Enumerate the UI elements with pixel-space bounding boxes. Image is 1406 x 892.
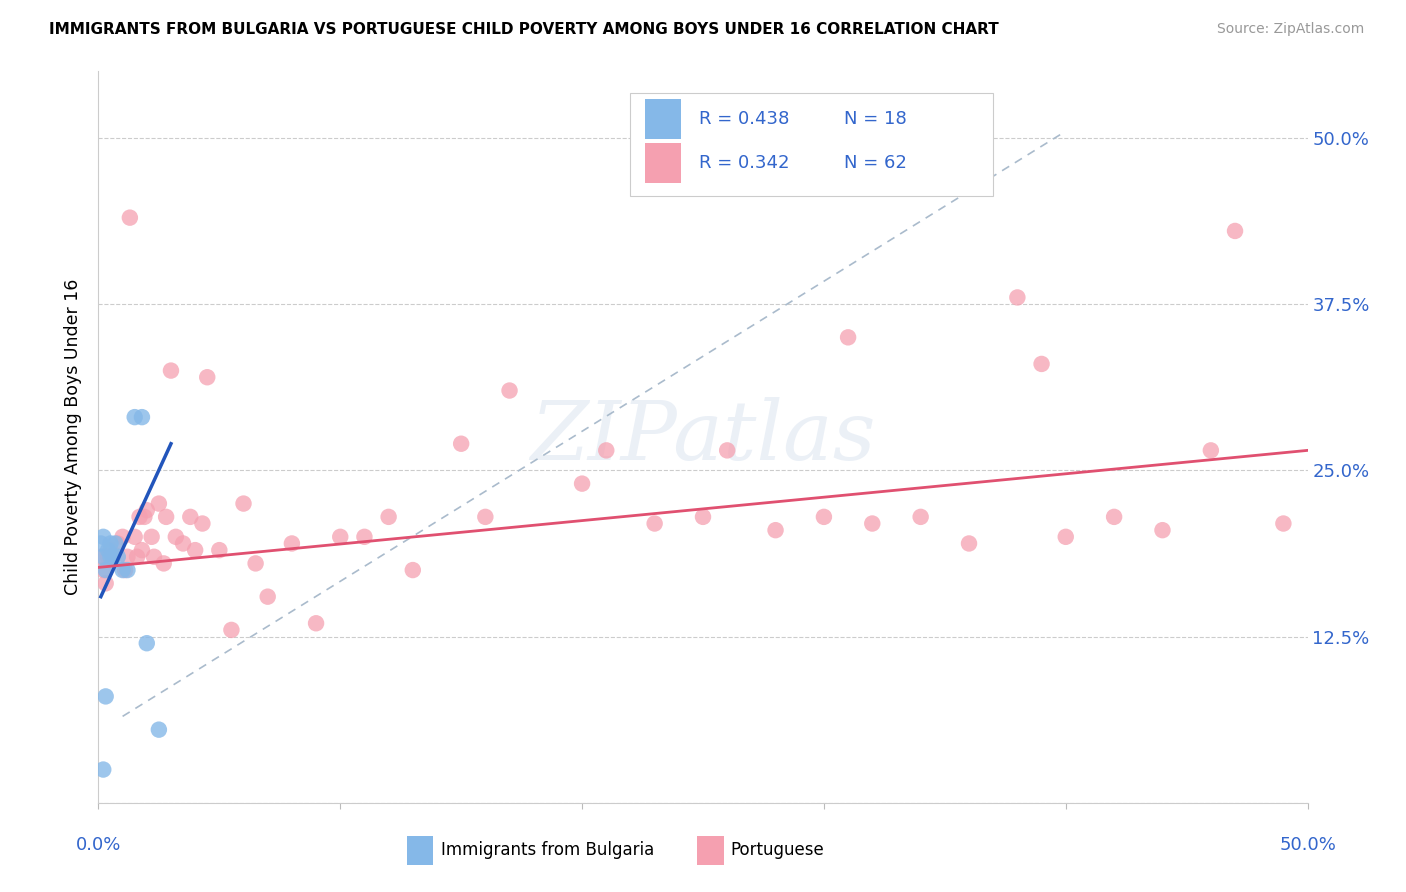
- Point: [114, 563, 136, 577]
- Text: Portuguese: Portuguese: [731, 841, 824, 859]
- Point: [191, 516, 214, 531]
- Point: [245, 557, 267, 571]
- Point: [101, 549, 124, 564]
- Point: [94, 690, 117, 704]
- Point: [90, 536, 112, 550]
- Point: [148, 723, 170, 737]
- Point: [100, 536, 122, 550]
- Point: [1223, 224, 1246, 238]
- Point: [765, 523, 787, 537]
- Point: [134, 509, 156, 524]
- Text: R = 0.438: R = 0.438: [699, 110, 790, 128]
- Point: [155, 509, 177, 524]
- Point: [692, 509, 714, 524]
- Point: [127, 549, 149, 564]
- Point: [94, 563, 117, 577]
- Point: [402, 563, 425, 577]
- Point: [152, 557, 174, 571]
- Point: [172, 536, 194, 550]
- Point: [716, 443, 738, 458]
- Point: [221, 623, 243, 637]
- Point: [91, 549, 114, 564]
- Text: N = 62: N = 62: [845, 153, 907, 172]
- Point: [100, 543, 122, 558]
- Point: [94, 576, 117, 591]
- Point: [860, 516, 883, 531]
- FancyBboxPatch shape: [645, 143, 682, 183]
- FancyBboxPatch shape: [406, 836, 433, 865]
- Point: [117, 549, 139, 564]
- Point: [450, 436, 472, 450]
- Point: [1102, 509, 1125, 524]
- Point: [910, 509, 932, 524]
- Text: 50.0%: 50.0%: [1279, 836, 1336, 854]
- Point: [813, 509, 835, 524]
- Point: [644, 516, 666, 531]
- Text: R = 0.342: R = 0.342: [699, 153, 790, 172]
- Point: [1007, 290, 1029, 304]
- Point: [957, 536, 980, 550]
- Point: [124, 530, 146, 544]
- Point: [101, 549, 124, 564]
- FancyBboxPatch shape: [630, 94, 993, 195]
- Point: [118, 211, 141, 225]
- Point: [91, 563, 114, 577]
- Text: IMMIGRANTS FROM BULGARIA VS PORTUGUESE CHILD POVERTY AMONG BOYS UNDER 16 CORRELA: IMMIGRANTS FROM BULGARIA VS PORTUGUESE C…: [49, 22, 998, 37]
- Point: [571, 476, 593, 491]
- Point: [179, 509, 201, 524]
- Point: [1272, 516, 1295, 531]
- FancyBboxPatch shape: [645, 99, 682, 139]
- Text: 0.0%: 0.0%: [76, 836, 121, 854]
- Point: [837, 330, 859, 344]
- Point: [184, 543, 207, 558]
- Point: [128, 509, 150, 524]
- Point: [377, 509, 399, 524]
- Point: [160, 363, 183, 377]
- Point: [111, 530, 134, 544]
- Point: [1199, 443, 1222, 458]
- FancyBboxPatch shape: [697, 836, 724, 865]
- Point: [141, 530, 163, 544]
- Point: [1054, 530, 1077, 544]
- Text: Immigrants from Bulgaria: Immigrants from Bulgaria: [440, 841, 654, 859]
- Point: [131, 543, 153, 558]
- Point: [1152, 523, 1174, 537]
- Point: [97, 543, 120, 558]
- Point: [107, 549, 129, 564]
- Point: [595, 443, 617, 458]
- Text: Source: ZipAtlas.com: Source: ZipAtlas.com: [1216, 22, 1364, 37]
- Point: [474, 509, 496, 524]
- Point: [135, 503, 157, 517]
- Point: [104, 536, 127, 550]
- Point: [91, 763, 114, 777]
- Point: [131, 410, 153, 425]
- Point: [90, 549, 112, 564]
- Text: N = 18: N = 18: [845, 110, 907, 128]
- Point: [353, 530, 375, 544]
- Point: [124, 410, 146, 425]
- Y-axis label: Child Poverty Among Boys Under 16: Child Poverty Among Boys Under 16: [65, 279, 83, 595]
- Point: [208, 543, 231, 558]
- Point: [117, 563, 139, 577]
- Point: [281, 536, 304, 550]
- Point: [135, 636, 157, 650]
- Point: [195, 370, 218, 384]
- Point: [148, 497, 170, 511]
- Point: [329, 530, 352, 544]
- Point: [305, 616, 328, 631]
- Point: [232, 497, 254, 511]
- Point: [256, 590, 278, 604]
- Point: [91, 530, 114, 544]
- Point: [97, 549, 120, 564]
- Point: [498, 384, 520, 398]
- Text: ZIPatlas: ZIPatlas: [530, 397, 876, 477]
- Point: [100, 549, 122, 564]
- Point: [143, 549, 166, 564]
- Point: [107, 536, 129, 550]
- Point: [165, 530, 187, 544]
- Point: [111, 563, 134, 577]
- Point: [1031, 357, 1053, 371]
